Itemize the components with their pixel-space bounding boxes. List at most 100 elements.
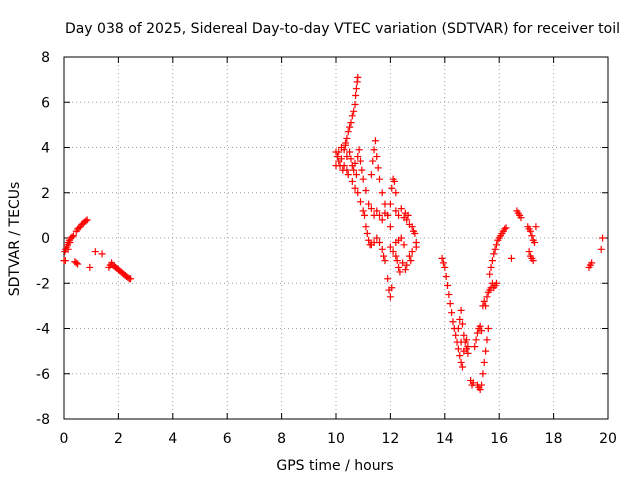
data-point [343,134,351,142]
data-point [457,338,465,346]
data-point [98,250,106,258]
x-axis-ticks: 0 2 4 6 8 10 12 14 16 18 20 [60,57,617,447]
data-point [490,250,498,258]
data-point [482,302,490,310]
data-point [476,386,484,394]
x-tick-label: 10 [327,431,345,447]
y-tick-label: 2 [41,186,50,202]
data-point [531,239,539,247]
data-point [332,162,340,170]
data-point [337,155,345,163]
data-point [487,263,495,271]
x-tick-label: 18 [545,431,563,447]
data-point [454,325,462,332]
data-point [352,85,360,93]
data-point [472,336,480,344]
data-point [492,241,500,249]
y-tick-label: -8 [36,412,50,428]
data-point [491,245,499,253]
data-point [460,347,468,355]
x-tick-label: 2 [114,431,123,447]
data-point [70,232,78,240]
data-point [358,166,366,174]
data-point [350,107,358,115]
data-point [478,327,486,335]
data-point [442,272,450,280]
data-point [376,239,384,247]
x-tick-label: 12 [381,431,399,447]
data-point [405,252,413,260]
data-point [401,266,409,274]
data-point [458,363,466,371]
data-point [488,257,496,265]
data-point [343,153,351,161]
data-point [363,229,371,237]
x-tick-label: 4 [168,431,177,447]
data-point [66,239,74,247]
data-point [386,200,394,208]
data-point [351,101,359,109]
data-point [393,257,401,265]
data-point [83,216,91,224]
data-point [351,159,359,167]
data-point [463,336,471,344]
data-point [333,153,341,161]
data-point [528,232,536,240]
data-point [346,148,354,156]
data-point [478,381,486,389]
y-tick-label: -6 [36,367,50,383]
data-point [526,227,534,235]
y-tick-label: 4 [41,141,50,157]
x-tick-label: 6 [223,431,232,447]
data-point [458,320,466,328]
data-point [403,216,411,224]
data-point [469,379,477,387]
x-tick-label: 8 [277,431,286,447]
data-point [439,259,447,267]
data-point [464,349,472,357]
data-point [378,189,386,197]
data-point [74,260,82,268]
data-point [471,343,479,351]
data-point [388,184,396,192]
data-point [365,236,373,244]
data-point [347,155,355,163]
x-tick-label: 16 [490,431,508,447]
data-point [61,257,69,265]
data-point [396,268,404,276]
y-axis-label: SDTVAR / TECUs [7,182,23,297]
data-point [400,241,408,249]
data-point [483,336,491,344]
data-point [449,318,457,326]
data-point [438,254,446,262]
y-tick-label: -4 [36,322,50,338]
grid [64,57,608,419]
data-point [507,254,515,262]
data-point [374,164,382,172]
data-point [525,248,533,256]
data-point [501,225,509,233]
data-point [386,223,394,231]
data-points [60,73,607,394]
data-point [371,137,379,145]
data-point [359,207,367,215]
data-point [599,234,607,242]
data-point [376,175,384,183]
data-point [361,211,369,219]
x-tick-label: 20 [599,431,617,447]
data-point [86,263,94,271]
data-point [407,257,415,265]
y-axis-ticks: -8 -6 -4 -2 0 2 4 6 8 [36,50,608,428]
data-point [484,325,492,332]
data-point [91,248,99,256]
data-point [367,205,375,213]
data-point [502,224,510,232]
data-point [445,291,453,299]
data-point [452,331,460,339]
data-point [473,329,481,337]
data-point [68,233,76,241]
x-axis-label: GPS time / hours [276,458,393,474]
data-point [380,252,388,260]
